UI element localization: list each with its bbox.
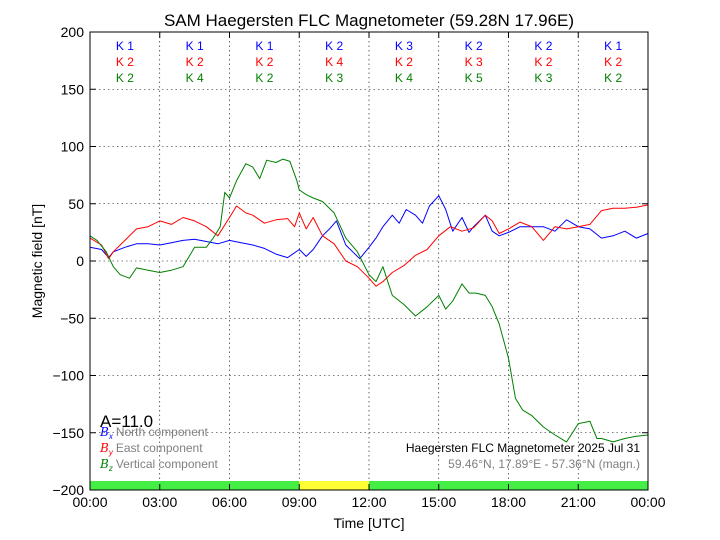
k-index-value: K 5 [465,71,483,85]
x-tick-label: 09:00 [282,494,317,510]
legend-entry: Bz Vertical component [99,457,219,473]
y-tick-label: 100 [61,139,85,155]
k-index-value: K 1 [186,39,204,53]
x-tick-label: 03:00 [142,494,177,510]
k-index-value: K 2 [395,55,413,69]
series-line-north-component [89,195,649,260]
legend-subscript: y [108,448,114,457]
legend-symbol: B [99,425,109,439]
x-tick-label: 12:00 [351,494,386,510]
x-tick-label: 06:00 [212,494,247,510]
x-axis-label: Time [UTC] [333,515,404,531]
station-note-line1: Haegersten FLC Magnetometer 2025 Jul 31 [406,441,640,455]
k-index-value: K 2 [604,55,622,69]
daylight-segment [90,481,300,490]
legend-subscript: z [108,464,113,473]
k-index-table: K 1 K 1 K 1 K 2 K 3 K 2 K 2 K 1 K 2 K 2 K 2 K 4 K 2 K… [116,39,623,85]
station-note-line2: 59.46°N, 17.89°E - 57.36°N (magn.) [448,457,640,471]
legend-label: North component [116,425,209,439]
k-index-value: K 3 [395,39,413,53]
y-axis-label: Magnetic field [nT] [29,204,45,318]
axis-ticks: 00:00 03:00 06:00 09:00 12:00 15:00 18:00 21:00… [52,24,665,510]
legend-label: East component [116,441,203,455]
k-index-value: K 2 [604,71,622,85]
series-lines [89,158,649,443]
legend-entry: By East component [99,441,203,457]
k-index-value: K 1 [116,39,134,53]
legend-entry: Bx North component [99,425,209,441]
x-tick-label: 21:00 [561,494,596,510]
daylight-segment [299,481,369,490]
x-tick-label: 00:00 [630,494,665,510]
k-index-value: K 2 [534,55,552,69]
y-tick-label: 200 [61,24,85,40]
a-index-label: A=11.0 [100,412,153,431]
legend-symbol: B [99,441,109,455]
k-index-value: K 3 [465,55,483,69]
k-index-value: K 4 [395,71,413,85]
y-tick-label: 0 [76,253,84,269]
chart-title: SAM Haegersten FLC Magnetometer (59.28N … [164,11,574,30]
x-tick-label: 18:00 [491,494,526,510]
legend-label: Vertical component [116,457,219,471]
k-index-value: K 2 [255,71,273,85]
k-index-value: K 2 [186,55,204,69]
series-line-east-component [89,204,649,287]
y-tick-label: −200 [52,482,84,498]
k-index-value: K 1 [255,39,273,53]
k-index-value: K 2 [465,39,483,53]
y-tick-label: −100 [52,368,84,384]
legend-subscript: x [108,432,114,441]
k-index-value: K 2 [534,39,552,53]
gridlines [90,32,648,490]
k-index-value: K 2 [116,71,134,85]
k-index-value: K 2 [116,55,134,69]
y-tick-label: −50 [60,310,84,326]
legend-symbol: B [99,457,109,471]
x-tick-label: 15:00 [421,494,456,510]
x-tick-label: 00:00 [72,494,107,510]
k-index-value: K 1 [604,39,622,53]
y-tick-label: 50 [68,196,84,212]
k-index-value: K 4 [186,71,204,85]
k-index-value: K 4 [325,55,343,69]
k-index-value: K 3 [534,71,552,85]
k-index-value: K 2 [255,55,273,69]
k-index-value: K 2 [325,39,343,53]
y-tick-label: 150 [61,81,85,97]
series-line-vertical-component [89,158,649,443]
k-index-value: K 3 [325,71,343,85]
y-tick-label: −150 [52,425,84,441]
